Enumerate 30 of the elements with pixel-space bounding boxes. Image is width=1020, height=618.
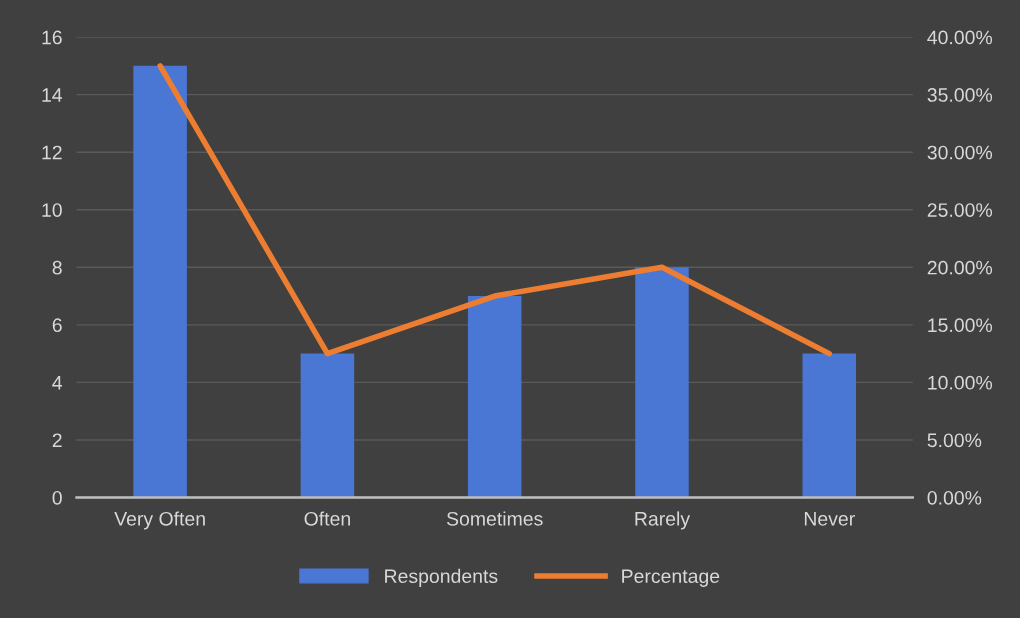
bar <box>300 353 355 498</box>
y-tick-label: 10 <box>42 203 62 217</box>
y-tick-label: 14 <box>42 88 63 102</box>
y2-tick-label: 40.00% <box>927 30 993 45</box>
bar <box>635 267 689 498</box>
y2-tick-label: 0.00% <box>927 490 982 505</box>
x-tick-label: Very Often <box>114 511 205 530</box>
y-tick-label: 16 <box>42 30 62 45</box>
y2-tick-label: 30.00% <box>927 145 993 160</box>
y-tick-label: 6 <box>52 318 62 333</box>
y-tick-label: 8 <box>52 260 62 275</box>
legend-label: Respondents <box>385 568 498 587</box>
y-tick-label: 2 <box>52 433 62 447</box>
bar <box>133 65 187 498</box>
y-tick-label: 12 <box>42 145 62 160</box>
legend-label: Percentage <box>622 569 720 587</box>
y2-tick-label: 35.00% <box>927 88 993 102</box>
x-tick-label: Sometimes <box>446 511 543 526</box>
y-tick-label: 0 <box>52 490 62 505</box>
x-tick-label: Rarely <box>635 511 691 530</box>
x-tick-label: Never <box>804 512 855 526</box>
y2-tick-label: 15.00% <box>928 318 993 333</box>
y2-tick-label: 5.00% <box>927 433 982 448</box>
y-tick-label: 4 <box>52 376 63 390</box>
x-tick-label: Often <box>304 511 350 526</box>
y2-tick-label: 10.00% <box>928 375 993 390</box>
bar <box>467 296 522 498</box>
bar <box>802 353 857 498</box>
y2-tick-label: 25.00% <box>927 203 993 217</box>
y2-tick-label: 20.00% <box>927 260 993 275</box>
